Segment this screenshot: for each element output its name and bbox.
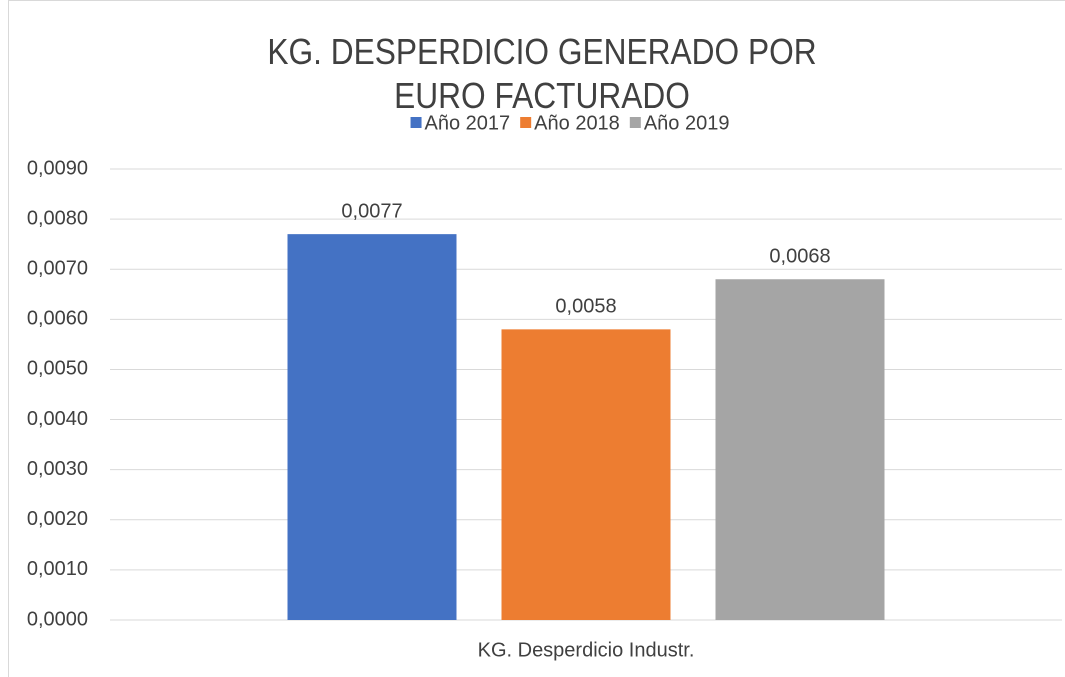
y-tick-label: 0,0090 (27, 157, 88, 179)
data-label: 0,0077 (341, 200, 402, 222)
legend-swatch (629, 117, 641, 128)
y-tick-label: 0,0060 (27, 308, 88, 330)
chart-border (8, 0, 1065, 677)
bar (501, 329, 671, 620)
y-tick-label: 0,0010 (27, 558, 88, 580)
bar (715, 279, 885, 620)
chart-title: KG. DESPERDICIO GENERADO POR EURO FACTUR… (267, 31, 817, 116)
y-tick-label: 0,0050 (27, 358, 88, 380)
bar (287, 234, 457, 620)
y-tick-label: 0,0070 (27, 258, 88, 280)
y-tick-label: 0,0030 (27, 458, 88, 480)
legend-label: Año 2018 (534, 112, 620, 134)
legend-label: Año 2019 (644, 112, 730, 134)
data-label: 0,0068 (769, 246, 830, 268)
y-tick-label: 0,0020 (27, 508, 88, 530)
x-tick-label: KG. Desperdicio Industr. (478, 639, 695, 661)
legend-swatch (410, 117, 422, 128)
y-tick-label: 0,0040 (27, 408, 88, 430)
legend-swatch (520, 117, 532, 128)
y-tick-label: 0,0000 (27, 608, 88, 630)
y-tick-label: 0,0080 (27, 207, 88, 229)
data-label: 0,0058 (555, 296, 616, 318)
legend-label: Año 2017 (425, 112, 511, 134)
